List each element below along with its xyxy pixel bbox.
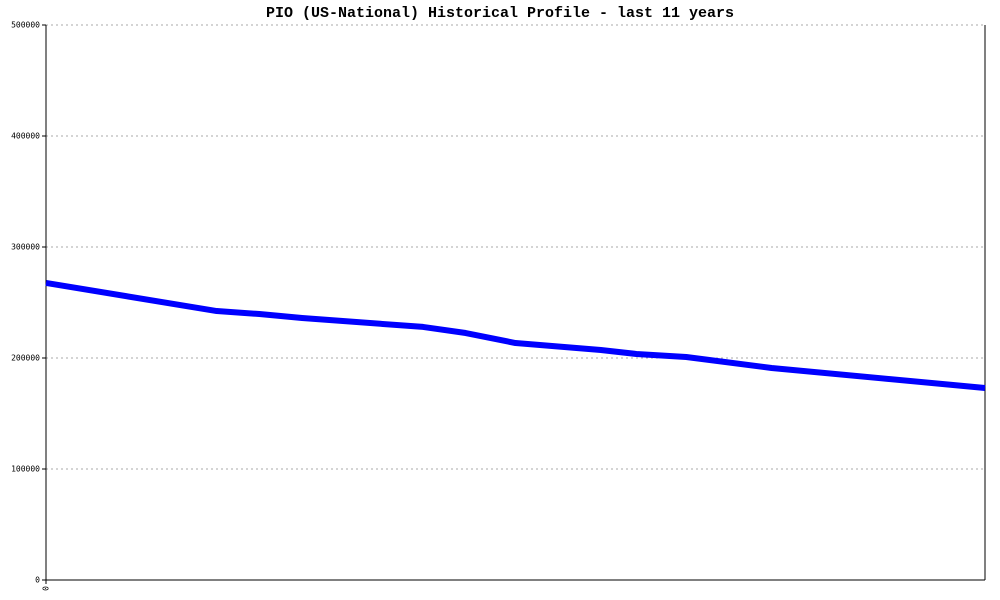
x-tick-label: 0 bbox=[42, 586, 51, 591]
y-tick-label: 200000 bbox=[11, 354, 40, 363]
y-tick-label: 300000 bbox=[11, 243, 40, 252]
y-tick-label: 0 bbox=[35, 576, 40, 585]
chart-title: PIO (US-National) Historical Profile - l… bbox=[266, 5, 734, 22]
y-tick-label: 500000 bbox=[11, 21, 40, 30]
y-tick-label: 400000 bbox=[11, 132, 40, 141]
data-line bbox=[45, 280, 986, 391]
y-tick-label: 100000 bbox=[11, 465, 40, 474]
